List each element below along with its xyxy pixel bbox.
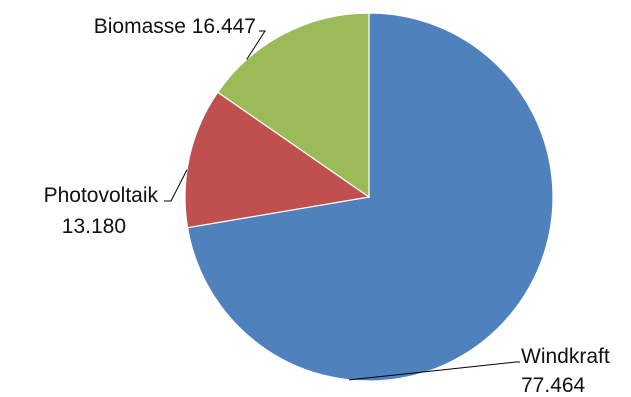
leader-line-windkraft	[349, 361, 520, 381]
slices-layer	[184, 12, 554, 382]
leader-line-photovoltaik	[164, 169, 188, 202]
leader-line-biomasse	[246, 30, 266, 60]
labels-layer: Windkraft 77.464 Photovoltaik 13.180 Biomass…	[44, 15, 610, 397]
data-label-photovoltaik-name: Photovoltaik	[44, 184, 159, 207]
pie-slice-biomasse	[216, 12, 370, 199]
data-label-windkraft-name: Windkraft	[521, 345, 610, 368]
data-label-biomasse: Biomasse 16.447	[94, 15, 256, 38]
pie-slice-photovoltaik	[184, 91, 371, 229]
data-label-windkraft-value: 77.464	[521, 374, 586, 397]
pie-slice-windkraft	[186, 12, 554, 382]
data-label-photovoltaik-value: 13.180	[62, 215, 126, 238]
leaders-layer	[164, 30, 520, 381]
